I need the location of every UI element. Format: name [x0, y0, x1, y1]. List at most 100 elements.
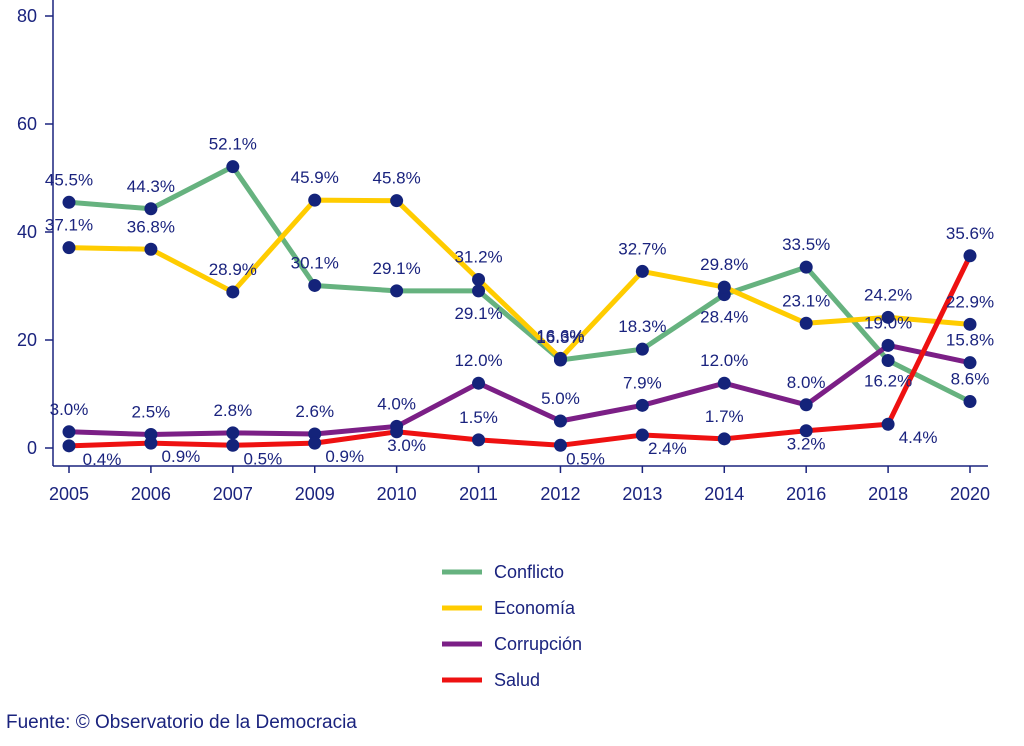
x-tick-label: 2016 — [786, 484, 826, 504]
x-tick-label: 2014 — [704, 484, 744, 504]
y-tick-label: 40 — [17, 222, 37, 242]
data-label-corrupción: 15.8% — [946, 331, 994, 350]
axes: 0 20 40 60 80 2005 2006 2007 2009 2010 2011 2012 201… — [17, 0, 990, 504]
data-point-conflicto — [881, 354, 895, 368]
data-label-salud: 0.9% — [162, 447, 201, 466]
data-label-economía: 16.6% — [536, 326, 584, 345]
data-point-economía — [226, 285, 240, 299]
data-label-conflicto: 29.1% — [373, 259, 421, 278]
data-point-corrupción — [62, 425, 76, 439]
data-point-conflicto — [226, 160, 240, 174]
data-point-conflicto — [472, 284, 486, 298]
data-label-conflicto: 16.3% — [536, 328, 584, 347]
data-point-conflicto — [62, 195, 76, 209]
y-tick-label: 60 — [17, 114, 37, 134]
data-label-economía: 23.1% — [782, 291, 830, 310]
data-point-conflicto — [308, 278, 322, 292]
data-point-salud — [635, 428, 649, 442]
x-tick-label: 2018 — [868, 484, 908, 504]
x-tick-label: 2020 — [950, 484, 990, 504]
data-label-economía: 28.9% — [209, 260, 257, 279]
data-point-economía — [963, 317, 977, 331]
series-line-conflicto — [66, 164, 973, 405]
data-point-corrupción — [472, 376, 486, 390]
data-point-salud — [553, 438, 567, 452]
legend-label-corrupción: Corrupción — [494, 634, 582, 654]
x-tick-label: 2010 — [377, 484, 417, 504]
data-point-salud — [308, 436, 322, 450]
data-point-salud — [62, 439, 76, 453]
data-labels: 45.5% 44.3% 52.1% 30.1% 29.1% 29.1% 16.3% 18.3%… — [45, 135, 994, 469]
data-label-economía: 32.7% — [618, 239, 666, 258]
x-tick-label: 2009 — [295, 484, 335, 504]
data-point-economía — [62, 241, 76, 255]
data-label-corrupción: 2.8% — [213, 401, 252, 420]
data-label-economía: 31.2% — [454, 248, 502, 267]
source-note: Fuente: © Observatorio de la Democracia — [6, 712, 357, 733]
data-point-conflicto — [390, 284, 404, 298]
y-tick-label: 80 — [17, 6, 37, 26]
data-point-corrupción — [881, 338, 895, 352]
data-label-corrupción: 8.0% — [787, 373, 826, 392]
data-point-economía — [144, 242, 158, 256]
data-point-economía — [472, 273, 486, 287]
data-point-economía — [553, 351, 567, 365]
data-point-corrupción — [553, 414, 567, 428]
x-tick-label: 2006 — [131, 484, 171, 504]
data-point-economía — [635, 264, 649, 278]
data-label-conflicto: 16.2% — [864, 372, 912, 391]
data-label-salud: 35.6% — [946, 224, 994, 243]
data-label-conflicto: 28.4% — [700, 308, 748, 327]
x-tick-label: 2012 — [540, 484, 580, 504]
data-point-salud — [717, 432, 731, 446]
data-point-corrupción — [308, 427, 322, 441]
data-label-economía: 24.2% — [864, 285, 912, 304]
data-label-salud: 3.0% — [387, 436, 426, 455]
data-point-economía — [881, 310, 895, 324]
data-point-economía — [390, 194, 404, 208]
data-point-corrupción — [635, 398, 649, 412]
y-tick-label: 20 — [17, 330, 37, 350]
data-label-salud: 1.5% — [459, 408, 498, 427]
data-label-corrupción: 19.0% — [864, 313, 912, 332]
data-point-salud — [472, 433, 486, 447]
series-markers — [62, 160, 977, 453]
data-label-conflicto: 29.1% — [454, 304, 502, 323]
data-point-corrupción — [963, 356, 977, 370]
data-label-conflicto: 52.1% — [209, 135, 257, 154]
series-line-salud — [66, 253, 973, 449]
data-label-conflicto: 33.5% — [782, 235, 830, 254]
data-point-salud — [963, 249, 977, 263]
series-line-economía — [66, 197, 973, 361]
data-label-salud: 0.4% — [83, 450, 122, 469]
data-point-conflicto — [144, 202, 158, 216]
data-point-salud — [881, 417, 895, 431]
data-label-salud: 2.4% — [648, 439, 687, 458]
data-point-salud — [799, 424, 813, 438]
series-line-corrupción — [66, 342, 973, 437]
legend-label-conflicto: Conflicto — [494, 562, 564, 582]
data-label-salud: 1.7% — [705, 407, 744, 426]
data-point-salud — [144, 436, 158, 450]
data-point-salud — [390, 425, 404, 439]
data-label-salud: 0.9% — [325, 447, 364, 466]
data-label-corrupción: 4.0% — [377, 394, 416, 413]
data-label-economía: 37.1% — [45, 216, 93, 235]
data-point-conflicto — [963, 395, 977, 409]
y-tick-label: 0 — [27, 438, 37, 458]
data-point-corrupción — [799, 398, 813, 412]
data-label-conflicto: 8.6% — [951, 370, 990, 389]
data-label-conflicto: 44.3% — [127, 177, 175, 196]
x-tick-label: 2005 — [49, 484, 89, 504]
data-point-salud — [226, 438, 240, 452]
x-tick-label: 2011 — [459, 484, 498, 504]
data-point-conflicto — [799, 260, 813, 274]
data-label-conflicto: 30.1% — [291, 253, 339, 272]
data-label-salud: 4.4% — [899, 428, 938, 447]
data-label-corrupción: 7.9% — [623, 373, 662, 392]
data-point-conflicto — [635, 342, 649, 356]
data-point-economía — [717, 280, 731, 294]
x-tick-label: 2013 — [622, 484, 662, 504]
legend-label-salud: Salud — [494, 670, 540, 690]
x-tick-label: 2007 — [213, 484, 253, 504]
